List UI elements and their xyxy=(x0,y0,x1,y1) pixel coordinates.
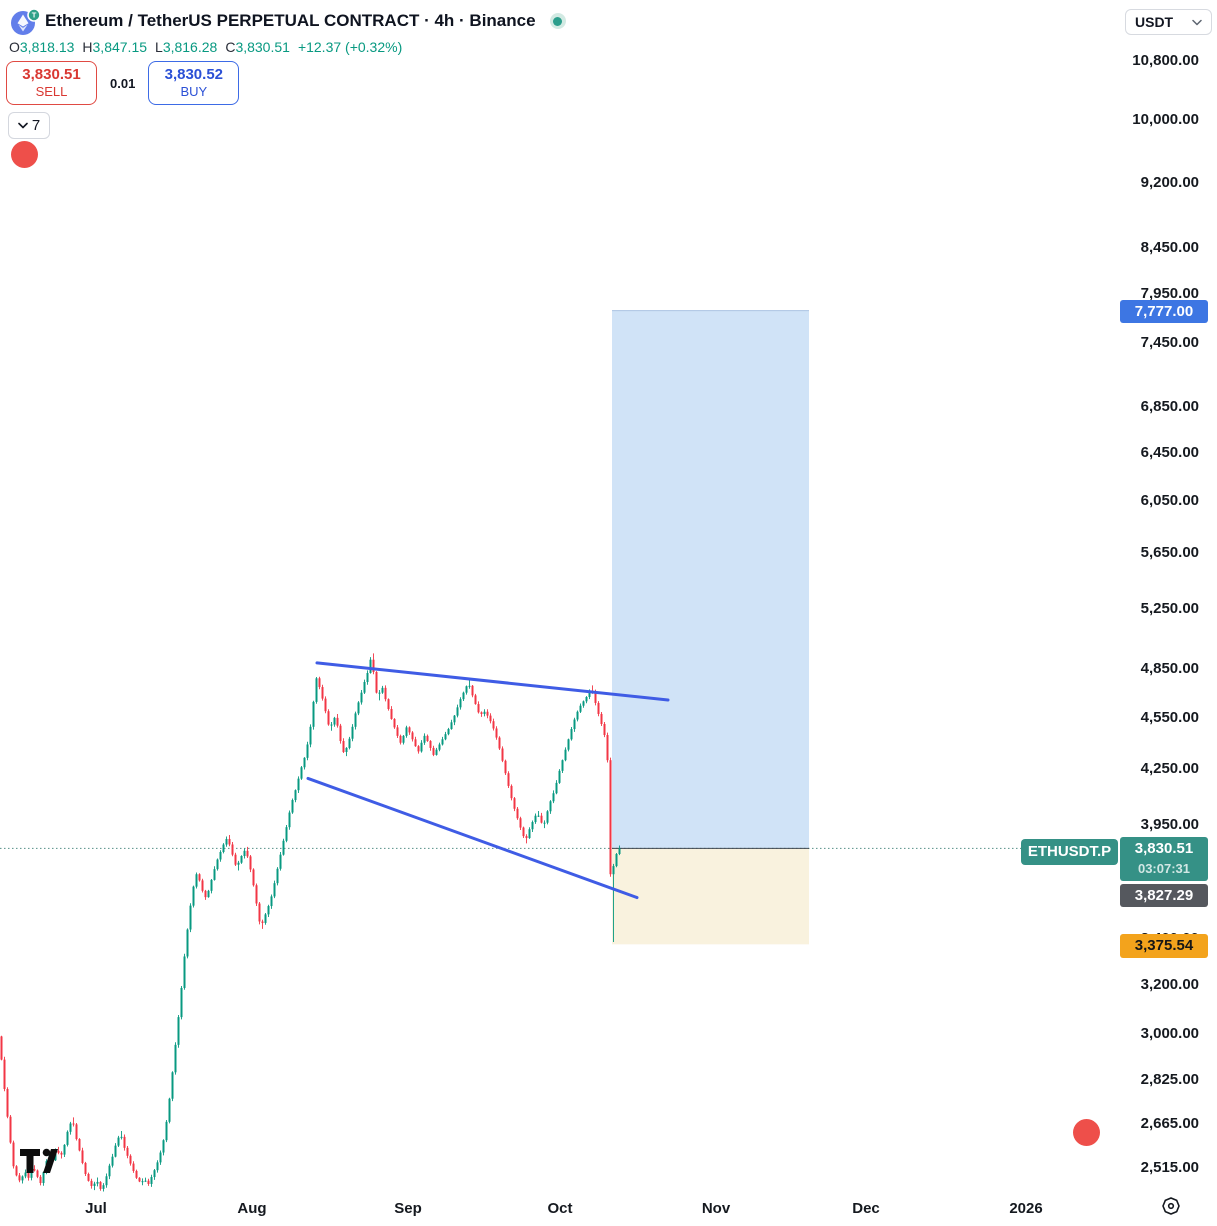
symbol-title[interactable]: Ethereum / TetherUS PERPETUAL CONTRACT ·… xyxy=(45,11,536,30)
price-tick: 5,250.00 xyxy=(1140,599,1199,617)
price-tick: 5,650.00 xyxy=(1140,544,1199,562)
target-price-label[interactable]: 7,777.00 xyxy=(1120,299,1208,323)
chevron-down-icon xyxy=(18,122,28,129)
bar-countdown: 03:07:31 xyxy=(1137,861,1191,877)
current-price-value: 3,830.51 xyxy=(1134,840,1194,858)
time-tick: Sep xyxy=(394,1200,422,1217)
trendline-drawing-2[interactable] xyxy=(306,776,639,900)
timezone-settings-button[interactable] xyxy=(1159,1194,1183,1218)
sell-button[interactable]: 3,830.51 SELL xyxy=(6,61,97,105)
trendline-drawing-1[interactable] xyxy=(315,661,670,702)
current-price-label: 3,830.51 03:07:31 xyxy=(1120,837,1208,882)
price-tick: 7,950.00 xyxy=(1140,284,1199,302)
tradingview-logo-icon xyxy=(20,1148,58,1173)
time-tick: Aug xyxy=(237,1200,267,1217)
time-tick: Oct xyxy=(547,1200,573,1217)
high-label: H xyxy=(82,39,93,55)
price-tick: 2,515.00 xyxy=(1140,1158,1199,1176)
stop-price-label[interactable]: 3,375.54 xyxy=(1120,934,1208,959)
time-tick: Dec xyxy=(852,1200,880,1217)
red-circle-drawing-bottom[interactable] xyxy=(1073,1119,1100,1146)
change-value: +12.37 (+0.32%) xyxy=(297,39,403,55)
price-tick: 6,850.00 xyxy=(1140,397,1199,415)
open-label: O xyxy=(9,39,20,55)
low-value: 3,816.28 xyxy=(162,39,218,55)
profit-zone[interactable] xyxy=(612,310,809,849)
ohlc-readout: O3,818.13 H3,847.15 L3,816.28 C3,830.51 … xyxy=(9,39,402,55)
stop-zone[interactable] xyxy=(612,848,809,945)
time-tick: 2026 xyxy=(1009,1200,1043,1217)
buy-price: 3,830.52 xyxy=(164,65,223,83)
chart-canvas[interactable] xyxy=(0,0,1119,1192)
market-status-icon[interactable] xyxy=(549,13,566,29)
price-tick: 4,250.00 xyxy=(1140,760,1199,778)
gear-icon xyxy=(1162,1197,1180,1215)
tradingview-logo[interactable] xyxy=(20,1146,58,1183)
sell-label: SELL xyxy=(35,84,68,100)
chevron-down-icon xyxy=(1192,19,1202,25)
price-tick: 8,450.00 xyxy=(1140,238,1199,256)
price-tick: 2,825.00 xyxy=(1140,1070,1199,1088)
svg-text:T: T xyxy=(32,11,37,20)
time-tick: Jul xyxy=(85,1200,107,1217)
ethereum-tether-pair-icon: T xyxy=(10,8,41,35)
price-tick: 3,000.00 xyxy=(1140,1024,1199,1042)
sell-price: 3,830.51 xyxy=(22,65,81,83)
price-tick: 4,550.00 xyxy=(1140,708,1199,726)
price-tick: 2,665.00 xyxy=(1140,1114,1199,1132)
secondary-price-label[interactable]: 3,827.29 xyxy=(1120,884,1208,908)
close-label: C xyxy=(225,39,236,55)
price-tick: 3,950.00 xyxy=(1140,816,1199,833)
buy-label: BUY xyxy=(180,84,208,100)
price-tick: 7,450.00 xyxy=(1140,334,1199,352)
symbol-header: T Ethereum / TetherUS PERPETUAL CONTRACT… xyxy=(10,8,566,35)
high-value: 3,847.15 xyxy=(92,39,148,55)
currency-label: USDT xyxy=(1135,14,1174,30)
candlestick-series xyxy=(0,653,621,1192)
trade-panel: 3,830.51 SELL 0.01 3,830.52 BUY xyxy=(6,61,240,105)
drawings-count: 7 xyxy=(31,117,41,134)
buy-button[interactable]: 3,830.52 BUY xyxy=(148,61,240,105)
open-value: 3,818.13 xyxy=(19,39,75,55)
low-label: L xyxy=(155,39,163,55)
price-tick: 10,000.00 xyxy=(1132,110,1199,128)
time-tick: Nov xyxy=(701,1200,731,1217)
spread-value: 0.01 xyxy=(110,75,136,91)
price-tick: 3,200.00 xyxy=(1140,975,1199,993)
price-tick: 6,050.00 xyxy=(1140,492,1199,510)
symbol-price-flag: ETHUSDT.P xyxy=(1021,839,1118,865)
price-tick: 9,200.00 xyxy=(1140,174,1199,192)
red-circle-drawing-top[interactable] xyxy=(11,141,38,168)
currency-dropdown[interactable]: USDT xyxy=(1125,9,1212,35)
price-tick: 4,850.00 xyxy=(1140,660,1199,678)
price-tick: 10,800.00 xyxy=(1132,52,1199,70)
close-value: 3,830.51 xyxy=(235,39,290,55)
long-position-tool[interactable] xyxy=(612,310,809,945)
drawings-dropdown[interactable]: 7 xyxy=(8,112,50,139)
price-tick: 6,450.00 xyxy=(1140,443,1199,461)
